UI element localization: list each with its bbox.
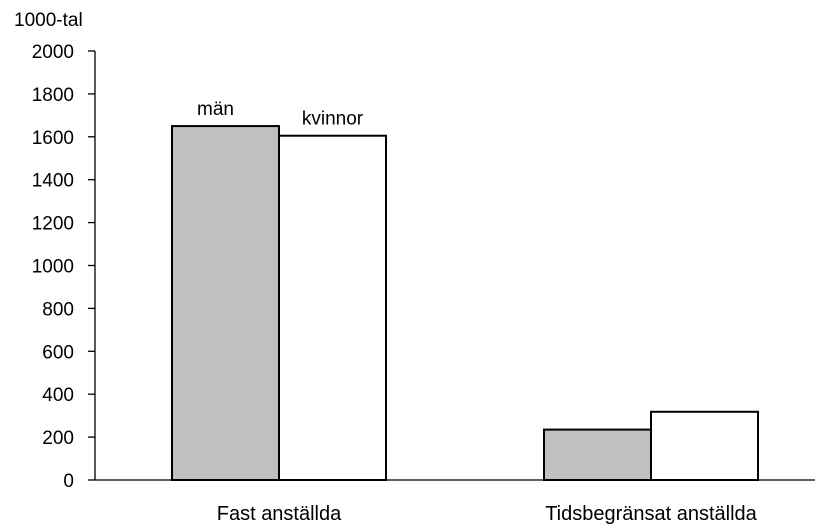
category-labels: Fast anställda Tidsbegränsat anställda xyxy=(217,503,758,524)
y-tick-label: 200 xyxy=(42,428,74,449)
series-labels: män kvinnor xyxy=(197,99,364,130)
bar-kvinnor-1 xyxy=(278,134,387,481)
y-tick-label: 1000 xyxy=(32,257,74,278)
y-tick-label: 1600 xyxy=(32,128,74,149)
x-category-label: Tidsbegränsat anställda xyxy=(545,503,757,524)
y-axis-ticks: 0 200 400 600 800 1000 1200 1400 1600 1800 2000 xyxy=(32,42,95,492)
y-axis-unit-label: 1000-tal xyxy=(14,10,83,31)
y-tick-label: 600 xyxy=(42,342,74,363)
series-label: män xyxy=(197,99,234,120)
bar-man-1 xyxy=(171,125,280,481)
x-category-label: Fast anställda xyxy=(217,503,342,524)
y-tick-label: 1400 xyxy=(32,171,74,192)
y-tick-label: 1800 xyxy=(32,85,74,106)
bar-man-2 xyxy=(543,428,652,481)
y-tick-label: 0 xyxy=(63,471,74,492)
axes xyxy=(94,51,815,481)
y-tick-label: 400 xyxy=(42,385,74,406)
y-tick-label: 800 xyxy=(42,299,74,320)
series-label: kvinnor xyxy=(302,109,364,130)
bars xyxy=(171,125,759,481)
y-tick-label: 1200 xyxy=(32,214,74,235)
bar-kvinnor-2 xyxy=(650,410,759,481)
y-tick-label: 2000 xyxy=(32,42,74,63)
